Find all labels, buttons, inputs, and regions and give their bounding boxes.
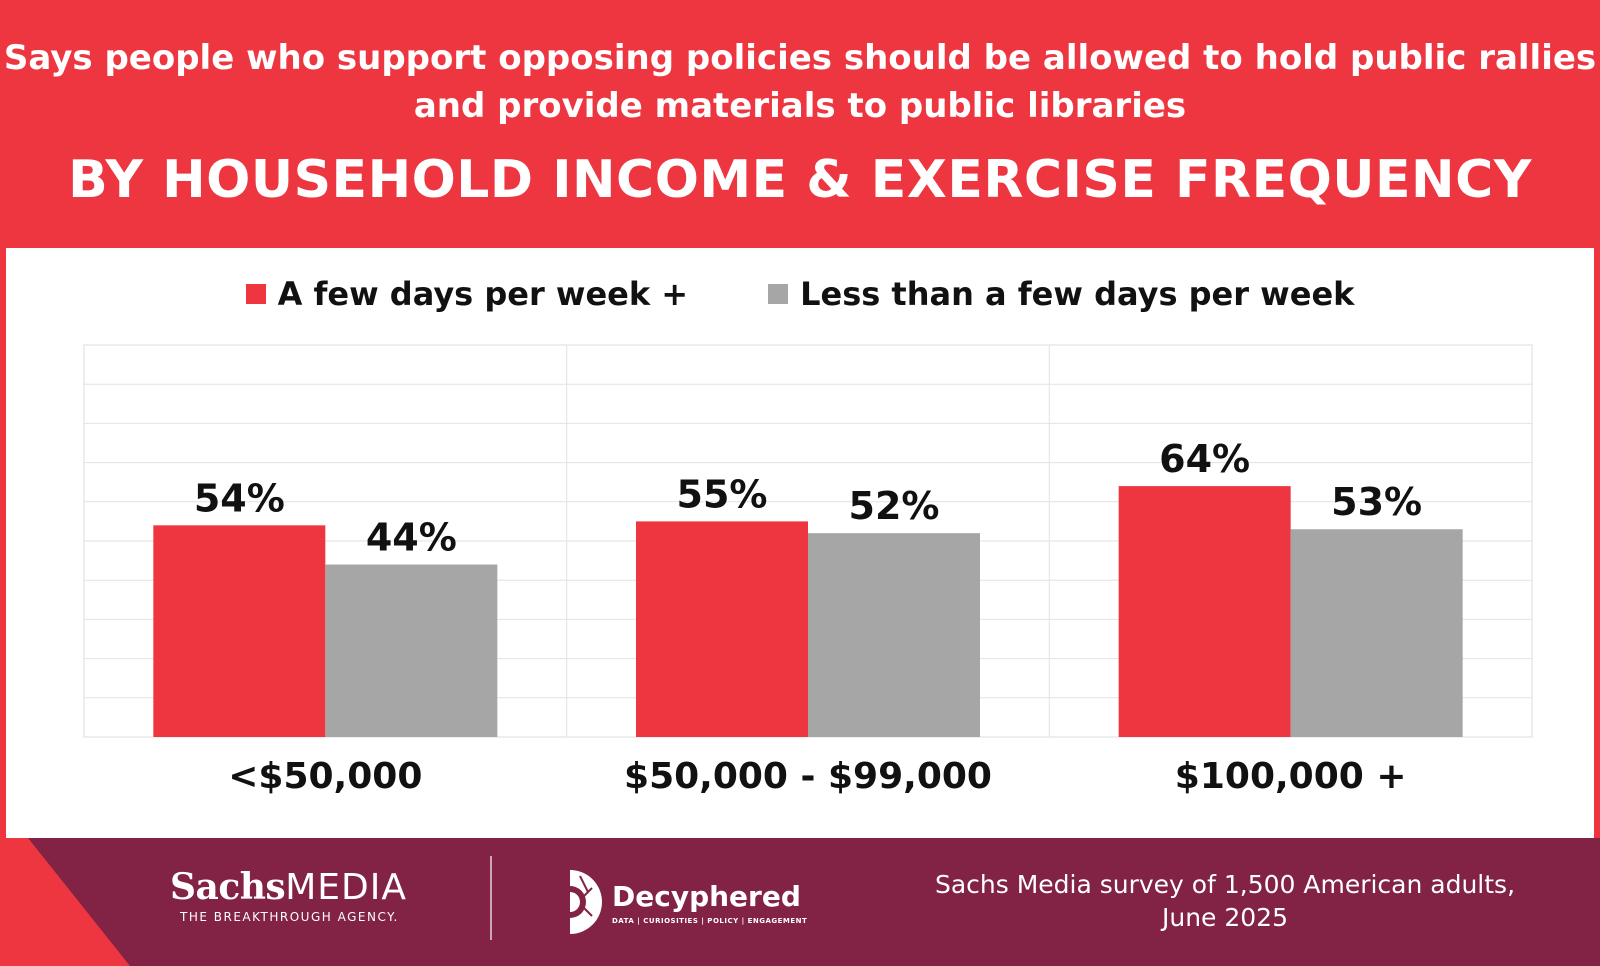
brand-name-bold: Sachs: [170, 866, 286, 908]
category-label-1: $50,000 - $99,000: [624, 756, 992, 797]
legend-swatch-gray: [768, 284, 789, 304]
source-note: Sachs Media survey of 1,500 American adu…: [920, 868, 1530, 934]
legend-item-frequent: A few days per week +: [245, 275, 689, 313]
footer-background: [0, 838, 1600, 966]
decyphered-logo: Decyphered DATA | CURIOSITIES | POLICY |…: [568, 868, 807, 936]
legend-label-frequent: A few days per week +: [277, 275, 689, 313]
footer-divider: [490, 856, 492, 940]
bar-chart: 54% 44% <$50,000 55% 52% $50,000 - $99,000 64%…: [83, 344, 1533, 797]
brand-tagline: THE BREAKTHROUGH AGENCY.: [180, 910, 399, 924]
legend-label-infrequent: Less than a few days per week: [800, 275, 1355, 313]
bar-frequent-2: [1118, 486, 1291, 737]
bar-infrequent-0: [325, 564, 498, 737]
bar-frequent-1: [636, 521, 808, 737]
data-label-frequent-2: 64%: [1159, 437, 1250, 481]
category-label-0: <$50,000: [228, 756, 422, 797]
bar-frequent-0: [153, 525, 326, 737]
footer: SachsMEDIA THE BREAKTHROUGH AGENCY. Decy…: [0, 838, 1600, 966]
decyphered-mark-icon: [570, 870, 602, 934]
source-line-2: June 2025: [1161, 903, 1288, 932]
legend-swatch-red: [245, 284, 266, 304]
bar-infrequent-1: [808, 533, 980, 737]
partner-tagline: DATA | CURIOSITIES | POLICY | ENGAGEMENT: [612, 916, 808, 925]
data-label-frequent-0: 54%: [194, 476, 285, 520]
partner-name: Decyphered: [612, 879, 801, 913]
chart-title: BY HOUSEHOLD INCOME & EXERCISE FREQUENCY: [68, 150, 1532, 210]
legend-item-infrequent: Less than a few days per week: [768, 275, 1354, 313]
data-label-infrequent-2: 53%: [1331, 480, 1422, 524]
data-label-infrequent-1: 52%: [849, 484, 940, 528]
legend: A few days per week + Less than a few da…: [0, 272, 1600, 316]
chart-subtitle: Says people who support opposing policie…: [3, 38, 1597, 126]
brand-name-light: MEDIA: [285, 867, 407, 908]
sachs-media-logo: SachsMEDIA THE BREAKTHROUGH AGENCY.: [170, 866, 407, 924]
source-line-1: Sachs Media survey of 1,500 American adu…: [934, 870, 1516, 899]
header-banner: Says people who support opposing policie…: [0, 0, 1600, 247]
category-label-2: $100,000 +: [1175, 756, 1407, 797]
data-label-infrequent-0: 44%: [366, 516, 457, 560]
data-label-frequent-1: 55%: [677, 472, 768, 516]
bar-infrequent-2: [1290, 529, 1463, 737]
